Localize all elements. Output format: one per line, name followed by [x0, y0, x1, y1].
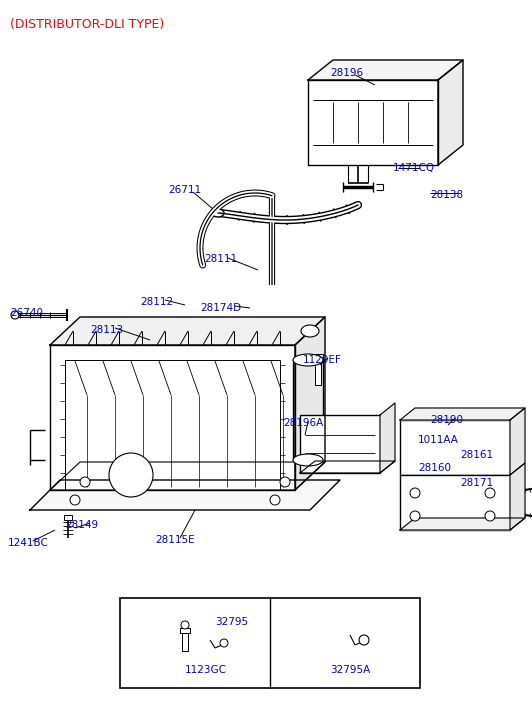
Polygon shape [308, 80, 438, 165]
Polygon shape [400, 408, 525, 420]
Ellipse shape [293, 354, 323, 366]
Circle shape [80, 477, 90, 487]
Bar [400, 475, 510, 530]
Ellipse shape [212, 209, 224, 217]
Text: 32795: 32795 [215, 617, 248, 627]
Text: 28160: 28160 [418, 463, 451, 473]
Polygon shape [308, 60, 463, 80]
Text: 26711: 26711 [168, 185, 201, 195]
Circle shape [270, 495, 280, 505]
Polygon shape [438, 60, 463, 165]
Text: 28174D: 28174D [200, 303, 241, 313]
Polygon shape [380, 403, 395, 473]
Text: 26740: 26740 [10, 308, 43, 318]
Text: 1129EF: 1129EF [303, 355, 342, 365]
Text: 1011AA: 1011AA [418, 435, 459, 445]
Text: 28113: 28113 [90, 325, 123, 335]
Circle shape [410, 511, 420, 521]
Text: 28190: 28190 [430, 415, 463, 425]
Circle shape [280, 477, 290, 487]
Text: 28149: 28149 [65, 520, 98, 530]
Bar [182, 633, 188, 651]
Bar [313, 354, 323, 360]
Text: 1123GC: 1123GC [185, 665, 227, 675]
Bar [400, 420, 510, 475]
Circle shape [359, 635, 369, 645]
Text: 1241BC: 1241BC [8, 538, 49, 548]
Polygon shape [295, 317, 325, 490]
Text: (DISTRIBUTOR-DLI TYPE): (DISTRIBUTOR-DLI TYPE) [10, 18, 164, 31]
Polygon shape [510, 408, 525, 475]
Text: 28115E: 28115E [155, 535, 195, 545]
Circle shape [181, 621, 189, 629]
Ellipse shape [301, 325, 319, 337]
Circle shape [485, 488, 495, 498]
Polygon shape [30, 480, 340, 510]
Polygon shape [400, 518, 525, 530]
Bar [315, 360, 321, 385]
Text: 28171: 28171 [460, 478, 493, 488]
Polygon shape [50, 345, 295, 490]
Text: 1471CQ: 1471CQ [393, 163, 435, 173]
Bar [300, 415, 380, 473]
Circle shape [410, 488, 420, 498]
Polygon shape [50, 462, 325, 490]
Polygon shape [300, 461, 395, 473]
Bar [64, 515, 72, 520]
Bar [65, 360, 280, 490]
Text: 28161: 28161 [460, 450, 493, 460]
Text: 28112: 28112 [140, 297, 173, 307]
Circle shape [109, 453, 153, 497]
Text: 28138: 28138 [430, 190, 463, 200]
Bar [120, 598, 420, 688]
Text: 28111: 28111 [204, 254, 237, 264]
Circle shape [220, 639, 228, 647]
Bar [180, 628, 190, 633]
Text: 32795A: 32795A [330, 665, 370, 675]
Circle shape [11, 311, 19, 319]
Circle shape [70, 495, 80, 505]
Text: 28196: 28196 [330, 68, 363, 78]
Text: 28196A: 28196A [283, 418, 323, 428]
Circle shape [485, 511, 495, 521]
Ellipse shape [293, 454, 323, 466]
Polygon shape [510, 463, 525, 530]
Polygon shape [50, 317, 325, 345]
